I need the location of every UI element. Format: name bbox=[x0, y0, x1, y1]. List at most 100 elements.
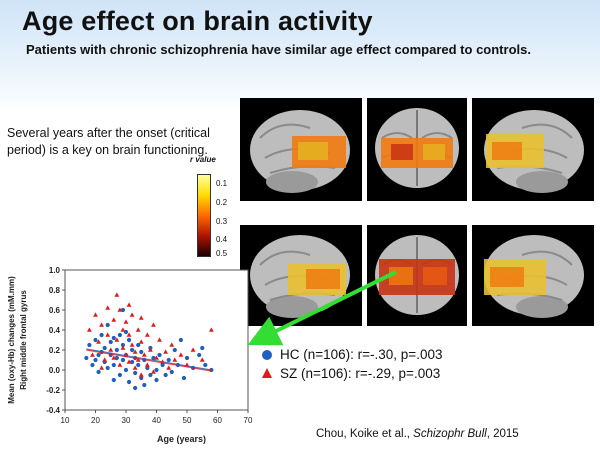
hc-data-point bbox=[139, 349, 144, 355]
colorbar-tick: 0.5 bbox=[216, 249, 228, 258]
sz-data-point bbox=[105, 305, 111, 310]
legend-sz-label: SZ (n=106): r=-.29, p=.003 bbox=[280, 366, 441, 381]
hc-data-point bbox=[123, 329, 129, 335]
hc-data-point bbox=[133, 370, 138, 376]
sz-data-point bbox=[132, 349, 138, 354]
hc-data-point bbox=[148, 372, 153, 378]
hc-data-point bbox=[96, 369, 101, 375]
sz-data-point bbox=[108, 347, 114, 352]
hc-data-point bbox=[84, 355, 89, 361]
sz-data-point bbox=[151, 322, 156, 327]
sz-data-point bbox=[138, 372, 144, 377]
hc-data-point bbox=[178, 337, 183, 343]
hc-data-point bbox=[130, 347, 135, 353]
hc-data-point bbox=[105, 322, 110, 328]
page-title: Age effect on brain activity bbox=[22, 6, 373, 36]
sz-data-point bbox=[126, 359, 132, 364]
sz-data-point bbox=[166, 365, 172, 370]
sz-data-point bbox=[120, 345, 126, 350]
sz-data-point bbox=[172, 357, 178, 362]
hc-data-point bbox=[111, 335, 116, 341]
y-tick-label: 0.0 bbox=[49, 366, 61, 375]
hc-data-point bbox=[130, 359, 135, 365]
arrow-line bbox=[247, 270, 397, 346]
sz-data-point bbox=[169, 342, 175, 347]
y-tick-label: 0.6 bbox=[49, 306, 61, 315]
hc-data-point bbox=[120, 342, 126, 348]
hc-data-point bbox=[120, 307, 126, 313]
hc-data-point bbox=[203, 362, 208, 368]
sz-data-point bbox=[199, 357, 205, 362]
hc-data-point bbox=[151, 355, 156, 361]
critical-period-note: Several years after the onset (critical … bbox=[7, 126, 210, 157]
colorbar-gradient bbox=[197, 174, 211, 257]
sz-data-point bbox=[190, 347, 196, 352]
hc-data-point bbox=[181, 375, 187, 381]
hc-data-point bbox=[145, 365, 150, 371]
red-triangle-icon bbox=[262, 368, 272, 378]
sz-data-point bbox=[93, 312, 98, 317]
sz-data-point bbox=[135, 327, 141, 332]
y-tick-label: 0.8 bbox=[49, 286, 61, 295]
sz-data-point bbox=[154, 355, 159, 360]
sz-data-point bbox=[151, 369, 156, 374]
sz-fit-line bbox=[86, 349, 212, 372]
hc-data-point bbox=[163, 372, 168, 378]
y-axis-label-2: Right middle frontal gyrus bbox=[19, 290, 28, 390]
sz-data-point bbox=[178, 352, 184, 357]
hc-data-point bbox=[184, 355, 190, 361]
sz-data-point bbox=[132, 365, 138, 370]
hc-data-point bbox=[117, 372, 122, 378]
x-tick-label: 20 bbox=[91, 416, 100, 425]
sz-data-point bbox=[138, 315, 144, 320]
y-tick-label: 0.4 bbox=[49, 326, 61, 335]
hc-data-point bbox=[93, 357, 98, 363]
sz-data-point bbox=[157, 337, 162, 342]
brain-map-hc-right-lateral bbox=[240, 98, 362, 201]
hc-data-point bbox=[142, 382, 147, 388]
sz-data-point bbox=[144, 362, 150, 367]
hc-data-point bbox=[102, 345, 107, 351]
y-tick-label: -0.4 bbox=[46, 406, 60, 415]
y-tick-label: 0.2 bbox=[49, 346, 61, 355]
sz-data-point bbox=[90, 352, 95, 357]
sz-data-point bbox=[111, 355, 117, 360]
green-arrow bbox=[247, 270, 397, 346]
sz-data-point bbox=[117, 307, 123, 312]
sz-data-point bbox=[120, 327, 126, 332]
sz-data-point bbox=[111, 317, 117, 322]
sz-data-point bbox=[129, 342, 135, 347]
hc-data-point bbox=[169, 369, 174, 375]
legend-sz: SZ (n=106): r=-.29, p=.003 bbox=[262, 364, 442, 383]
y-tick-label: -0.2 bbox=[46, 386, 60, 395]
sz-data-point bbox=[126, 332, 132, 337]
sz-data-point bbox=[129, 312, 135, 317]
sz-data-point bbox=[114, 292, 120, 297]
hc-data-point bbox=[111, 362, 116, 368]
hc-data-point bbox=[133, 385, 138, 391]
hc-data-point bbox=[160, 362, 165, 368]
age-scatter-chart: 10 20 30 40 50 60 70 -0.4 -0.2 0.0 0.2 0.4 0.6 0.8 1.0… bbox=[7, 266, 253, 444]
y-axis-label: Mean (oxy-Hb) changes (mM.mm) bbox=[7, 276, 16, 404]
hc-data-point bbox=[111, 377, 116, 383]
brain-map-hc-frontal bbox=[367, 98, 467, 201]
sz-data-point bbox=[102, 357, 108, 362]
page-subtitle: Patients with chronic schizophrenia have… bbox=[26, 42, 531, 57]
hc-data-point bbox=[105, 365, 110, 371]
hc-data-point bbox=[200, 345, 205, 351]
x-tick-label: 60 bbox=[213, 416, 222, 425]
hc-data-point bbox=[172, 347, 177, 353]
sz-data-point bbox=[123, 319, 129, 324]
citation-authors: Chou, Koike et al., bbox=[316, 428, 414, 440]
sz-data-point bbox=[117, 362, 123, 367]
hc-data-point bbox=[87, 342, 92, 348]
hc-data-point bbox=[136, 362, 141, 368]
hc-fit-line bbox=[86, 348, 212, 371]
chart-legend: HC (n=106): r=-.30, p=.003 SZ (n=106): r… bbox=[262, 345, 442, 383]
x-axis-label: Age (years) bbox=[157, 434, 206, 444]
legend-hc-label: HC (n=106): r=-.30, p=.003 bbox=[280, 347, 443, 362]
hc-data-point bbox=[136, 342, 141, 348]
hc-data-point bbox=[108, 339, 113, 345]
r-value-colorbar: r value 0.1 0.2 0.3 0.4 0.5 bbox=[190, 155, 240, 265]
sz-data-point bbox=[114, 337, 120, 342]
